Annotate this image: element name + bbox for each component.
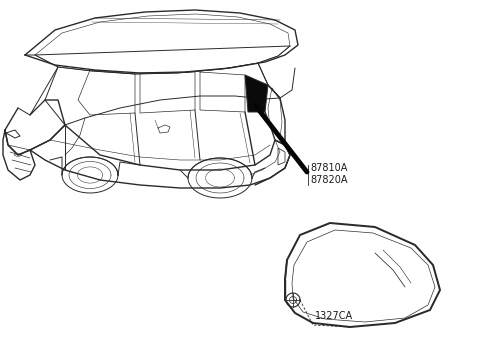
Polygon shape <box>245 75 268 112</box>
Text: 87820A: 87820A <box>310 175 348 185</box>
Text: 1327CA: 1327CA <box>315 311 353 321</box>
Text: 87810A: 87810A <box>310 163 348 173</box>
